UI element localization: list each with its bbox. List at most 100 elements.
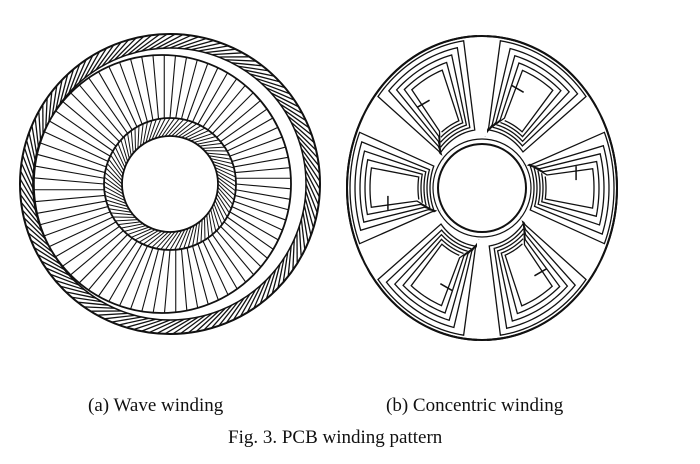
inner-ring-hatch-line xyxy=(151,231,169,248)
wave-winding-diagram xyxy=(19,33,321,335)
outer-band-hatch-line xyxy=(277,257,285,289)
center-hole xyxy=(437,143,527,233)
inner-ring-hatch-line xyxy=(174,229,186,251)
inner-ring-hatch-line xyxy=(164,230,179,251)
outer-band-hatch-line xyxy=(283,109,310,129)
radial-conductor xyxy=(226,216,274,250)
outer-band-hatch-line xyxy=(270,92,299,108)
inner-ring-hatch-line xyxy=(105,167,123,185)
outer-band-hatch-line xyxy=(184,39,215,50)
coil-terminal xyxy=(511,84,525,93)
coil-turn xyxy=(410,243,480,307)
coil-turn xyxy=(387,46,471,160)
center-hole xyxy=(121,135,219,233)
outer-band-hatch-line xyxy=(38,111,42,143)
coil-turn xyxy=(359,150,440,223)
outer-band-hatch-line xyxy=(293,128,317,151)
inner-ring-hatch-line xyxy=(145,120,153,143)
inner-ring-hatch-line xyxy=(123,136,130,159)
outer-band-hatch-line xyxy=(63,68,75,99)
inner-ring-hatch-line xyxy=(217,187,234,205)
figure-caption: Fig. 3. PCB winding pattern xyxy=(228,427,443,448)
inner-ring-hatch-line xyxy=(210,209,217,232)
outer-band-hatch-line xyxy=(225,59,257,62)
coil-turn xyxy=(484,47,579,147)
radial-conductor xyxy=(207,85,246,131)
outer-band-hatch-line xyxy=(156,318,185,335)
radial-conductor xyxy=(129,58,148,123)
inner-ring-hatch-line xyxy=(154,117,166,139)
radial-conductor xyxy=(62,225,120,267)
inner-ring-hatch-line xyxy=(187,225,195,248)
inner-ring-hatch-line xyxy=(148,119,157,142)
radial-conductor xyxy=(98,71,133,131)
inner-ring-hatch-line xyxy=(213,164,236,174)
outer-band-hatch-line xyxy=(232,293,251,321)
coil-group xyxy=(349,131,441,245)
radial-conductor xyxy=(152,55,160,120)
inner-ring-hatch-line xyxy=(211,206,220,229)
outer-band-hatch-line xyxy=(95,44,115,71)
outer-band-hatch-line xyxy=(27,232,53,253)
coil-turn xyxy=(504,219,554,307)
inner-ring-hatch-line xyxy=(147,231,166,247)
coil-separator-gap xyxy=(349,209,445,278)
outer-band-hatch-line xyxy=(54,279,85,291)
outer-band-hatch-line xyxy=(33,246,61,265)
outer-band-hatch-line xyxy=(141,33,168,52)
outer-band-hatch-line xyxy=(300,148,321,174)
outer-band-hatch-line xyxy=(287,245,292,277)
outer-band-hatch-line xyxy=(169,36,199,49)
radial-conductor xyxy=(223,117,274,147)
radial-conductor xyxy=(163,249,171,314)
radial-conductor xyxy=(235,183,291,190)
radial-conductor xyxy=(49,120,111,157)
outer-band-hatch-line xyxy=(114,37,137,61)
inner-ring-hatch-line xyxy=(103,185,125,198)
outer-band-hatch-line xyxy=(120,35,145,58)
outer-band-hatch-line xyxy=(101,41,122,67)
outer-band-hatch-line xyxy=(83,51,101,79)
outer-band-hatch-line xyxy=(89,47,108,75)
inner-ring-hatch-line xyxy=(217,176,236,192)
radial-conductor xyxy=(43,131,109,162)
coil-separator-gap xyxy=(349,98,445,167)
outer-band-hatch-line xyxy=(265,87,295,101)
inner-ring-hatch-line xyxy=(107,203,130,210)
inner-ring-hatch-line xyxy=(193,136,216,143)
inner-ring-hatch-line xyxy=(178,228,189,250)
coil-group xyxy=(488,216,587,336)
inner-ring-hatch-line xyxy=(110,212,134,216)
radial-conductor xyxy=(233,200,287,221)
coil-turn xyxy=(385,229,480,329)
inner-ring-hatch-line xyxy=(192,223,198,247)
outer-band-hatch-line xyxy=(111,316,142,323)
outer-band-hatch-line xyxy=(303,162,321,190)
outer-band-hatch-line xyxy=(65,291,97,299)
coil-group xyxy=(377,223,480,336)
inner-ring-hatch-line xyxy=(190,132,213,142)
coil-turn xyxy=(484,69,554,133)
inner-ring-hatch-line xyxy=(139,123,144,147)
coil-turn xyxy=(484,54,571,143)
outer-band-hatch-line xyxy=(296,134,319,159)
coil-turn xyxy=(496,217,569,322)
inner-ring-hatch-line xyxy=(120,139,129,162)
outer-band-hatch-line xyxy=(51,85,58,117)
outer-band-hatch-line xyxy=(304,169,321,198)
outer-band-hatch-line xyxy=(172,316,199,335)
outer-band-hatch-line xyxy=(23,217,47,240)
radial-conductor xyxy=(235,189,291,200)
inner-ring-hatch-line xyxy=(120,223,144,229)
outer-band-hatch-line xyxy=(180,314,206,335)
radial-conductor xyxy=(192,67,219,123)
inner-ring-hatch-line xyxy=(183,226,192,249)
radial-conductor xyxy=(97,240,138,297)
radial-conductor xyxy=(202,240,229,296)
outer-band-hatch-line xyxy=(59,74,69,105)
concentric-winding-diagram xyxy=(346,19,618,357)
inner-ring-hatch-line xyxy=(142,230,162,245)
outer-band-hatch-line xyxy=(19,186,38,213)
outer-band-hatch-line xyxy=(45,267,75,281)
concentric-winding-caption: (b) Concentric winding xyxy=(386,395,564,416)
